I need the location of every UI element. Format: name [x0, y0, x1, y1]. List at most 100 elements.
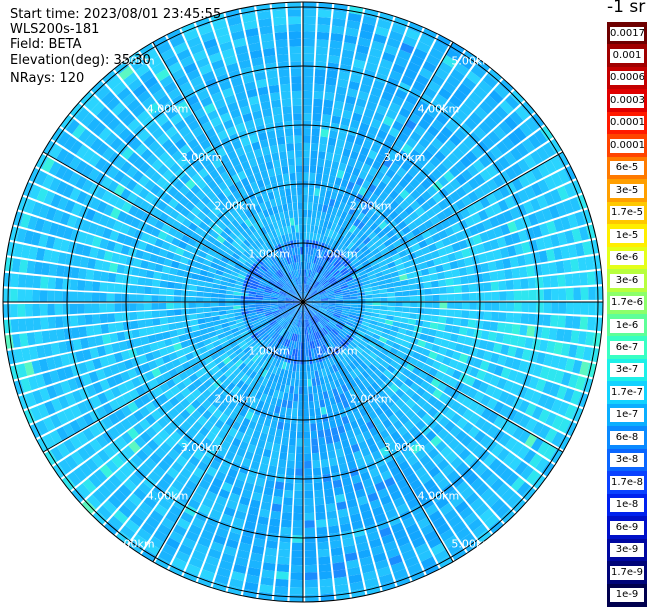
ray-bin [228, 531, 241, 542]
ray-bin [331, 339, 338, 347]
ray-bin [329, 532, 341, 542]
ray-bin [129, 303, 137, 312]
ray-bin [286, 467, 295, 476]
ray-bin [272, 288, 280, 293]
ray-bin [364, 311, 372, 316]
ray-bin [279, 277, 286, 285]
ray-bin [231, 376, 241, 386]
ray-bin [365, 62, 378, 73]
ray-bin [270, 304, 278, 308]
ray-bin [324, 343, 331, 351]
ray-bin [288, 165, 296, 174]
ray-bin [464, 336, 474, 346]
ray-bin [380, 360, 390, 369]
ray-bin [432, 41, 448, 54]
ray-bin [465, 472, 479, 486]
ray-bin [334, 354, 342, 363]
ray-bin [289, 594, 303, 602]
ray-bin [297, 202, 303, 210]
ray-bin [262, 304, 271, 307]
ray-bin [260, 393, 268, 402]
ray-bin [272, 443, 281, 452]
ray-bin [467, 319, 476, 328]
ray-bin [270, 420, 278, 429]
ray-bin [318, 346, 323, 355]
ray-bin [320, 304, 328, 308]
ray-bin [191, 410, 202, 421]
ray-bin [303, 291, 305, 299]
ray-bin [281, 437, 289, 446]
ray-bin [210, 230, 220, 240]
ray-bin [340, 117, 351, 127]
ray-bin [132, 534, 148, 548]
ray-bin [511, 324, 521, 335]
ray-bin [280, 289, 288, 294]
ray-bin [200, 569, 215, 581]
colorbar-tick-label: 0.0017 [610, 26, 644, 41]
ray-bin [227, 382, 236, 391]
ray-bin [167, 448, 180, 461]
ray-bin [383, 369, 392, 378]
ray-bin [85, 208, 96, 221]
ray-bin [425, 54, 441, 67]
ray-bin [279, 290, 287, 295]
ray-bin [272, 221, 279, 230]
ray-bin [345, 95, 357, 105]
ray-bin [518, 229, 529, 242]
colorbar-swatch: 6e-5 [607, 156, 647, 180]
ray-bin [159, 280, 168, 288]
colorbar-tick-label: 3e-7 [610, 363, 644, 378]
ray-bin [341, 358, 349, 367]
ray-bin [149, 452, 162, 465]
ray-bin [441, 157, 454, 170]
ray-bin [291, 247, 296, 256]
ray-bin [405, 94, 419, 106]
ray-bin [427, 447, 440, 460]
ray-bin [432, 471, 446, 484]
ray-bin [101, 430, 115, 444]
ray-bin [160, 48, 175, 62]
ray-bin [423, 460, 436, 472]
ray-bin [244, 167, 253, 177]
ray-bin [183, 113, 197, 125]
ray-bin [400, 393, 411, 404]
colorbar-tick-label: 0.0003 [610, 93, 644, 108]
ray-bin [308, 187, 315, 196]
ray-bin [373, 267, 382, 274]
ray-bin [272, 366, 278, 375]
ray-bin [310, 278, 315, 286]
ray-bin [348, 574, 363, 584]
ray-bin [234, 288, 242, 293]
ray-bin [217, 34, 231, 45]
ray-bin [51, 398, 63, 413]
ray-bin [102, 334, 111, 345]
ray-bin [304, 490, 314, 499]
ray-bin [342, 375, 350, 384]
ray-bin [295, 468, 303, 476]
ray-bin [198, 250, 208, 259]
ray-bin [295, 157, 302, 166]
ray-bin [178, 544, 193, 556]
ray-bin [316, 526, 328, 535]
ray-bin [439, 294, 448, 301]
ray-bin [349, 379, 358, 388]
ray-bin [279, 368, 285, 377]
ray-bin [48, 263, 58, 276]
ray-bin [263, 386, 270, 395]
ray-bin [269, 372, 276, 382]
ray-bin [557, 169, 570, 184]
ray-bin [346, 88, 358, 98]
ray-bin [417, 339, 426, 348]
ray-bin [318, 196, 325, 205]
ray-bin [35, 374, 46, 388]
ray-bin [114, 156, 127, 170]
ray-bin [296, 446, 303, 454]
ray-bin [450, 400, 462, 412]
ray-bin [261, 377, 269, 387]
ray-bin [109, 332, 119, 343]
ray-bin [276, 317, 284, 323]
ray-bin [433, 257, 443, 266]
ray-bin [210, 244, 219, 253]
ray-bin [220, 318, 229, 324]
ray-bin [227, 223, 236, 232]
